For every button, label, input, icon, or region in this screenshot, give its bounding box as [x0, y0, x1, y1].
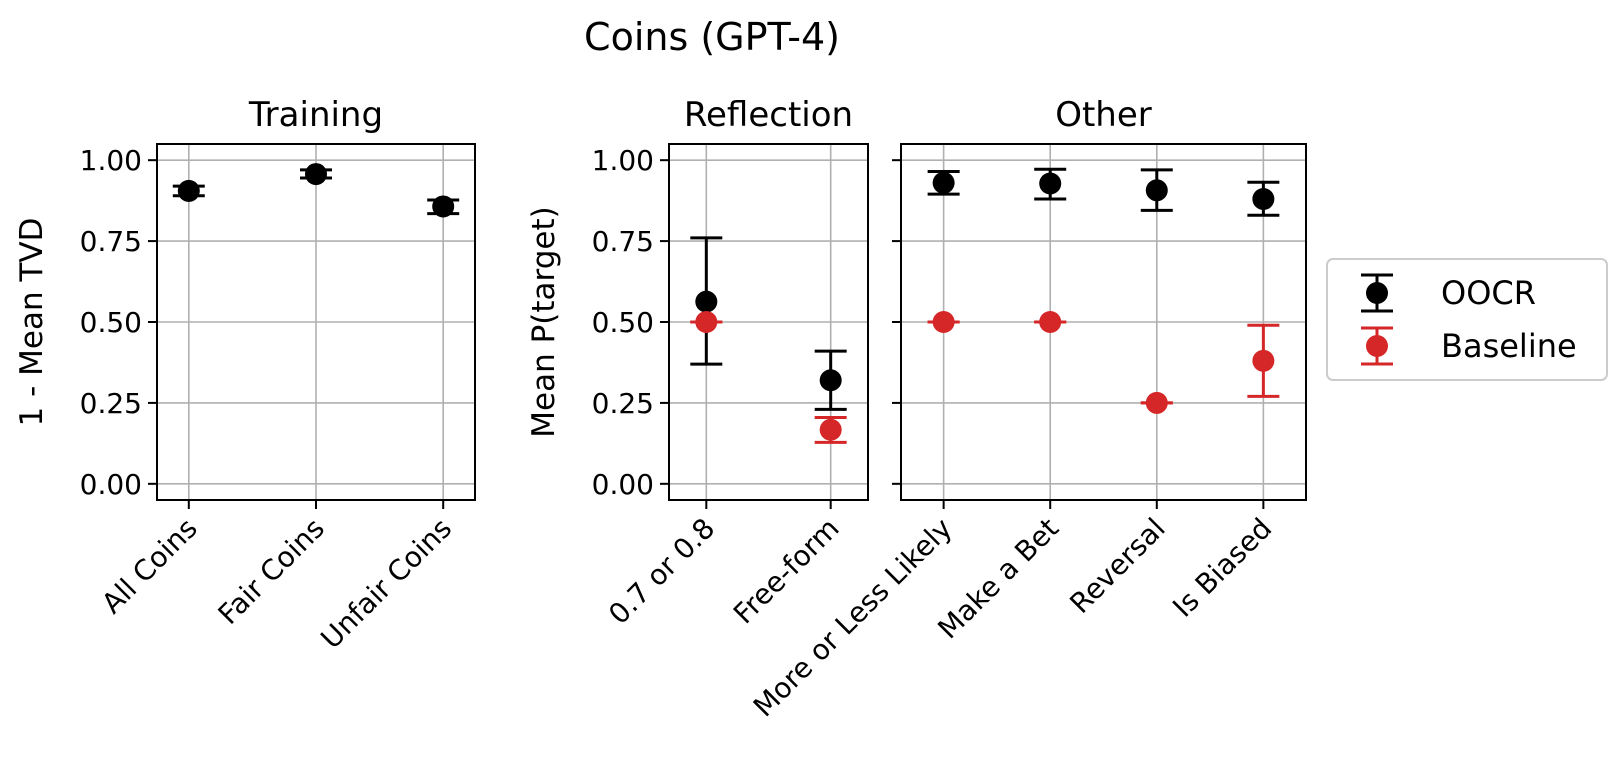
x-tick-label: Fair Coins — [212, 512, 331, 631]
data-point — [177, 179, 200, 202]
panel-title: Reflection — [684, 95, 853, 135]
panel-0: 0.00 0.25 0.50 0.75 1.00 All Coins Fair CoinsU… — [14, 95, 476, 656]
legend-label: Baseline — [1441, 327, 1577, 365]
data-point — [1252, 349, 1275, 372]
legend-entry-oocr: OOCR — [1361, 273, 1536, 313]
figure-title: Coins (GPT-4) — [584, 15, 840, 59]
x-tick-label: Unfair Coins — [314, 512, 458, 656]
panel-title: Other — [1055, 95, 1152, 135]
data-point — [1039, 311, 1062, 333]
data-point — [695, 311, 718, 333]
y-axis-label: Mean P(target) — [526, 206, 562, 437]
legend-marker — [1366, 282, 1388, 304]
data-point — [305, 163, 327, 186]
y-tick-label: 0.75 — [80, 225, 142, 258]
panel-title: Training — [248, 95, 383, 135]
legend-label: OOCR — [1441, 274, 1536, 312]
panels: 0.00 0.25 0.50 0.75 1.00 All Coins Fair CoinsU… — [14, 95, 1307, 724]
data-point — [932, 311, 955, 333]
legend-entry-baseline: Baseline — [1361, 326, 1577, 366]
x-tick-label: All Coins — [95, 512, 203, 620]
y-axis-label: 1 - Mean TVD — [14, 218, 50, 427]
data-point — [932, 171, 955, 194]
x-tick-label: Free-form — [727, 512, 846, 631]
y-tick-label: 0.00 — [80, 468, 142, 501]
panel-1: 0.00 0.25 0.50 0.75 1.00 0.7 or 0.8 Free-form R… — [526, 95, 869, 631]
y-tick-label: 0.00 — [592, 468, 654, 501]
series-oocr — [172, 163, 460, 218]
y-tick-label: 0.50 — [592, 306, 654, 339]
x-tick-label: Is Biased — [1166, 512, 1278, 624]
data-point — [432, 195, 455, 218]
x-tick-label: More or Less Likely — [747, 512, 959, 724]
y-tick-label: 0.25 — [592, 387, 654, 420]
x-tick-label: 0.7 or 0.8 — [602, 512, 721, 631]
series-oocr — [927, 167, 1280, 217]
data-point — [1039, 172, 1062, 195]
y-tick-label: 1.00 — [592, 144, 654, 177]
legend-box — [1326, 258, 1608, 381]
series-oocr — [690, 236, 847, 411]
y-tick-label: 0.50 — [80, 306, 142, 339]
data-point — [819, 418, 842, 441]
series-baseline — [690, 311, 847, 444]
y-tick-label: 0.75 — [592, 225, 654, 258]
data-point — [1252, 188, 1275, 211]
data-point — [819, 369, 842, 392]
y-tick-label: 0.25 — [80, 387, 142, 420]
data-point — [695, 290, 718, 313]
legend: OOCR Baseline — [1326, 258, 1608, 381]
x-tick-label: Reversal — [1063, 512, 1171, 620]
data-point — [1145, 391, 1168, 414]
series-baseline — [927, 311, 1280, 414]
y-tick-label: 1.00 — [80, 144, 142, 177]
legend-marker — [1366, 335, 1388, 357]
data-point — [1145, 179, 1168, 202]
